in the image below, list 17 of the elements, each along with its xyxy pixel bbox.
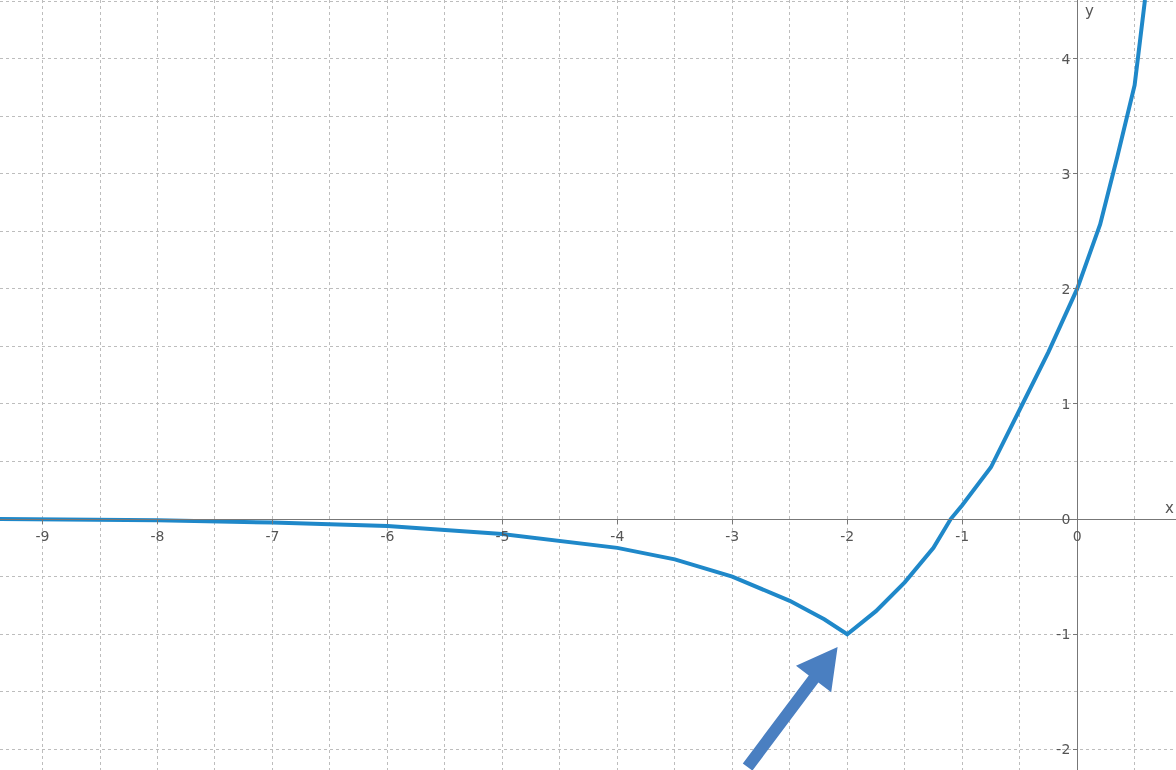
y-tick-label: -2	[1056, 741, 1071, 758]
y-tick-label: 4	[1061, 50, 1071, 67]
x-tick-label: -2	[840, 527, 855, 544]
y-axis-title: y	[1085, 2, 1094, 20]
line-series	[0, 0, 1147, 637]
y-tick-label: 3	[1061, 165, 1071, 182]
x-tick-label: -1	[955, 527, 970, 544]
x-tick-label: -6	[380, 527, 395, 544]
y-tick-label: -1	[1056, 626, 1071, 643]
x-tick-label: -8	[150, 527, 165, 544]
x-tick-label: -7	[265, 527, 280, 544]
x-tick-label: -3	[725, 527, 740, 544]
x-tick-label: -4	[610, 527, 625, 544]
x-axis-title: x	[1165, 499, 1174, 517]
x-tick-label: -9	[35, 527, 50, 544]
y-tick-label: 1	[1061, 395, 1071, 412]
y-tick-label: 2	[1061, 280, 1071, 297]
